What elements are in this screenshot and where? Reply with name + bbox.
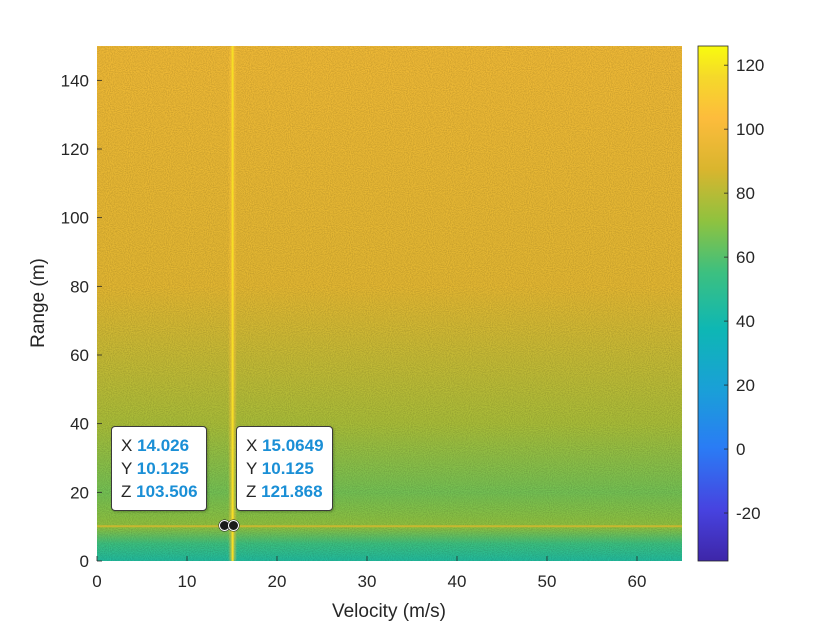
y-tick-label: 40: [70, 415, 89, 434]
y-tick-label: 100: [61, 209, 89, 228]
colorbar-tick-label: 0: [736, 440, 745, 459]
y-tick-label: 20: [70, 483, 89, 502]
x-tick-label: 40: [448, 572, 467, 591]
datatip-1-y-row: Y 10.125: [121, 457, 198, 480]
x-tick-label: 60: [628, 572, 647, 591]
vertical-ridge: [231, 46, 234, 561]
datatip-2[interactable]: X 15.0649 Y 10.125 Z 121.868: [236, 426, 333, 511]
datatip-2-x-label: X: [246, 436, 258, 455]
x-tick-label: 50: [538, 572, 557, 591]
datatip-2-x-row: X 15.0649: [246, 434, 324, 457]
y-tick-label: 60: [70, 346, 89, 365]
x-axis: 0 10 20 30 40 50 60: [92, 556, 646, 591]
y-tick-label: 120: [61, 140, 89, 159]
datatip-1-x-label: X: [121, 436, 133, 455]
y-tick-label: 80: [70, 277, 89, 296]
colorbar-tick-label: -20: [736, 504, 761, 523]
colorbar-tick-label: 20: [736, 376, 755, 395]
datatip-2-x-value: 15.0649: [262, 436, 324, 455]
colorbar-tick-label: 60: [736, 248, 755, 267]
datatip-1-x-row: X 14.026: [121, 434, 198, 457]
y-axis-label: Range (m): [28, 258, 49, 348]
datatip-1-x-value: 14.026: [137, 436, 190, 455]
datatip-2-marker[interactable]: [228, 520, 239, 531]
datatip-2-y-row: Y 10.125: [246, 457, 324, 480]
colorbar-gradient: [697, 45, 729, 562]
colorbar-tick-label: 120: [736, 56, 764, 75]
colorbar-tick-label: 80: [736, 184, 755, 203]
x-tick-label: 30: [358, 572, 377, 591]
colorbar-tick-label: 40: [736, 312, 755, 331]
datatip-2-z-row: Z 121.868: [246, 480, 324, 503]
y-tick-label: 140: [61, 71, 89, 90]
x-axis-label: Velocity (m/s): [332, 601, 446, 622]
x-tick-label: 10: [178, 572, 197, 591]
datatip-1-z-value: 103.506: [136, 482, 198, 501]
datatip-2-y-label: Y: [246, 459, 258, 478]
y-tick-label: 0: [80, 552, 89, 571]
y-axis: 0 20 40 60 80 100 120 140: [61, 71, 102, 571]
datatip-1-z-row: Z 103.506: [121, 480, 198, 503]
colorbar-tick-label: 100: [736, 120, 764, 139]
datatip-2-z-label: Z: [246, 482, 257, 501]
datatip-1-z-label: Z: [121, 482, 132, 501]
datatip-2-z-value: 121.868: [261, 482, 323, 501]
colorbar: -20 0 20 40 60 80 100 120: [697, 45, 764, 562]
datatip-2-y-value: 10.125: [261, 459, 314, 478]
datatip-1-y-value: 10.125: [136, 459, 189, 478]
x-tick-label: 0: [92, 572, 101, 591]
x-tick-label: 20: [268, 572, 287, 591]
datatip-1-y-label: Y: [121, 459, 133, 478]
datatip-1[interactable]: X 14.026 Y 10.125 Z 103.506: [111, 426, 207, 511]
horizontal-ridge: [97, 525, 682, 528]
